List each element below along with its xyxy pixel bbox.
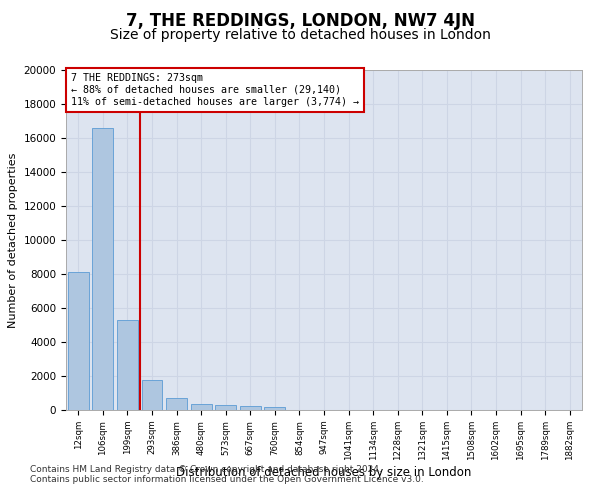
- Bar: [265, 407, 286, 410]
- Y-axis label: Number of detached properties: Number of detached properties: [8, 152, 18, 328]
- Text: Contains public sector information licensed under the Open Government Licence v3: Contains public sector information licen…: [30, 476, 424, 484]
- Bar: [142, 380, 163, 410]
- Bar: [166, 398, 187, 410]
- Bar: [68, 272, 89, 410]
- Text: Contains HM Land Registry data © Crown copyright and database right 2024.: Contains HM Land Registry data © Crown c…: [30, 466, 382, 474]
- Bar: [240, 406, 261, 410]
- Text: 7, THE REDDINGS, LONDON, NW7 4JN: 7, THE REDDINGS, LONDON, NW7 4JN: [125, 12, 475, 30]
- Bar: [215, 406, 236, 410]
- Bar: [92, 128, 113, 410]
- Text: 7 THE REDDINGS: 273sqm
← 88% of detached houses are smaller (29,140)
11% of semi: 7 THE REDDINGS: 273sqm ← 88% of detached…: [71, 74, 359, 106]
- X-axis label: Distribution of detached houses by size in London: Distribution of detached houses by size …: [176, 466, 472, 478]
- Bar: [191, 404, 212, 410]
- Text: Size of property relative to detached houses in London: Size of property relative to detached ho…: [110, 28, 490, 42]
- Bar: [117, 320, 138, 410]
